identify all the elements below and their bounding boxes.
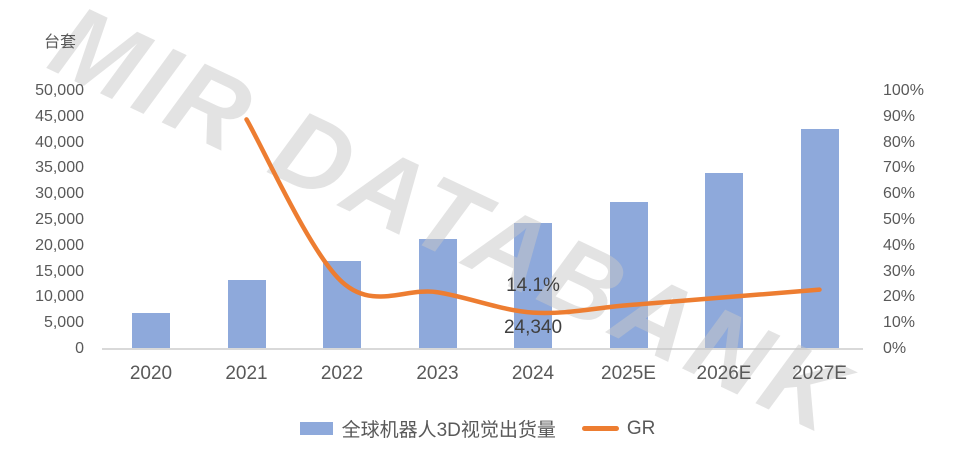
right-tick-10: 10% — [883, 314, 916, 332]
right-tick-90: 90% — [883, 107, 916, 125]
right-tick-100: 100% — [883, 82, 924, 99]
left-axis-unit-label: 台套 — [44, 34, 77, 51]
right-tick-20: 20% — [883, 288, 916, 306]
left-tick-40000: 40,000 — [35, 133, 84, 151]
bar-2022 — [323, 261, 361, 349]
legend-label-shipments: 全球机器人3D视觉出货量 — [341, 420, 556, 441]
data-label-shipments-2024: 24,340 — [503, 316, 563, 338]
x-label-2021: 2021 — [225, 363, 268, 384]
left-tick-5000: 5,000 — [43, 314, 84, 332]
left-tick-50000: 50,000 — [35, 82, 84, 99]
bar-2020 — [132, 312, 170, 349]
x-label-2024: 2024 — [511, 363, 555, 384]
right-tick-50: 50% — [883, 211, 916, 228]
left-tick-15000: 15,000 — [35, 262, 84, 280]
right-tick-40: 40% — [883, 236, 916, 254]
legend-label-gr: GR — [626, 417, 656, 439]
legend: 全球机器人3D视觉出货量 GR — [0, 415, 955, 442]
bar-2023 — [418, 239, 457, 349]
left-tick-10000: 10,000 — [35, 288, 84, 306]
x-label-2023: 2023 — [416, 363, 459, 384]
x-axis-line — [102, 348, 863, 350]
legend-swatch-shipments — [299, 422, 333, 435]
left-tick-25000: 25,000 — [35, 211, 84, 228]
left-tick-20000: 20,000 — [35, 236, 84, 254]
left-tick-30000: 30,000 — [35, 185, 84, 203]
right-tick-70: 70% — [883, 159, 916, 177]
x-label-2020: 2020 — [129, 363, 173, 384]
bar-2021 — [227, 279, 266, 349]
bar-2025E — [609, 201, 648, 349]
right-tick-60: 60% — [883, 185, 916, 203]
left-tick-35000: 35,000 — [35, 159, 84, 177]
legend-line-gr — [581, 426, 619, 431]
x-label-2025E: 2025E — [601, 363, 656, 384]
right-tick-0: 0% — [883, 340, 907, 357]
x-label-2026E: 2026E — [696, 363, 752, 384]
left-tick-0: 0 — [75, 340, 84, 357]
x-label-2022: 2022 — [320, 363, 364, 384]
left-tick-45000: 45,000 — [35, 107, 84, 125]
data-label-gr-2024: 14.1% — [506, 274, 560, 296]
bar-2026E — [705, 172, 743, 349]
right-tick-80: 80% — [883, 133, 916, 151]
right-tick-30: 30% — [883, 262, 916, 280]
bar-2027E — [800, 129, 839, 349]
x-label-2027E: 2027E — [792, 363, 847, 384]
